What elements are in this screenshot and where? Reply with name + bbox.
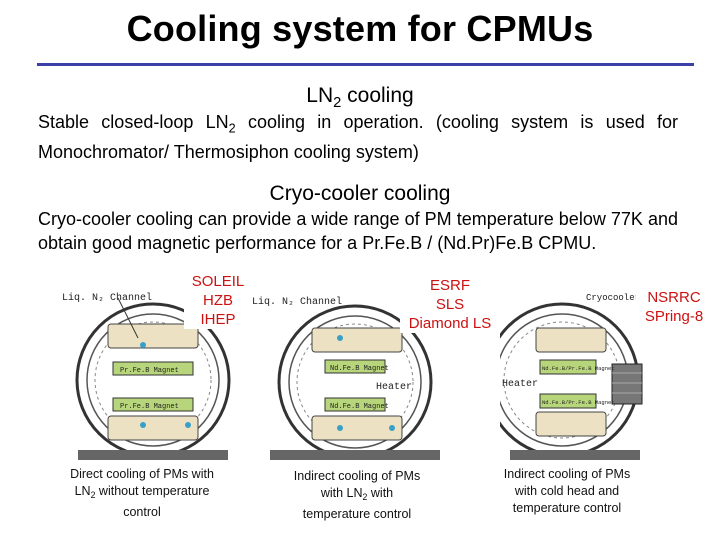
heater-label: Heater [376, 382, 412, 393]
facility-label-nsrrc: NSRRC SPring-8 [636, 288, 712, 326]
cryo-heading: Cryo-cooler cooling [269, 182, 451, 205]
diagram-cryocooler: Cryocooler Nd.Fe.B/Pr.Fe.B Magnet Heater… [500, 288, 650, 460]
page-title: Cooling system for CPMUs [126, 8, 594, 49]
title-divider [37, 63, 694, 66]
channel-label: Liq. N₂ Channel [252, 296, 342, 308]
magnet-label: Nd.Fe.B/Pr.Fe.B Magnet [542, 399, 615, 406]
magnet-label: Pr.Fe.B Magnet [120, 367, 179, 375]
diagram-indirect-ln2: Liq. N₂ Channel Nd.Fe.B Magnet Heater Nd… [250, 290, 440, 460]
ln2-heading: LN2 cooling [306, 84, 414, 112]
facility-label-esrf: ESRF SLS Diamond LS [400, 276, 500, 333]
caption-indirect-ln2: Indirect cooling of PMs with LN2 with te… [293, 469, 421, 522]
channel-label: Liq. N₂ Channel [62, 292, 152, 304]
magnet-label: Pr.Fe.B Magnet [120, 403, 179, 411]
heater-label: Heater [502, 379, 538, 390]
magnet-label: Nd.Fe.B Magnet [330, 365, 389, 373]
cryo-text: Cryo-cooler cooling can provide a wide r… [38, 209, 678, 253]
magnet-label: Nd.Fe.B Magnet [330, 403, 389, 411]
ln2-text: Stable closed-loop LN2 cooling in operat… [38, 112, 679, 163]
caption-direct-cooling: Direct cooling of PMs with LN2 without t… [70, 467, 214, 520]
caption-cryocooler: Indirect cooling of PMs with cold head a… [503, 467, 631, 515]
facility-label-soleil: SOLEIL HZB IHEP [184, 272, 252, 329]
channel-label: Cryocooler [586, 293, 640, 303]
magnet-label: Nd.Fe.B/Pr.Fe.B Magnet [542, 365, 615, 372]
